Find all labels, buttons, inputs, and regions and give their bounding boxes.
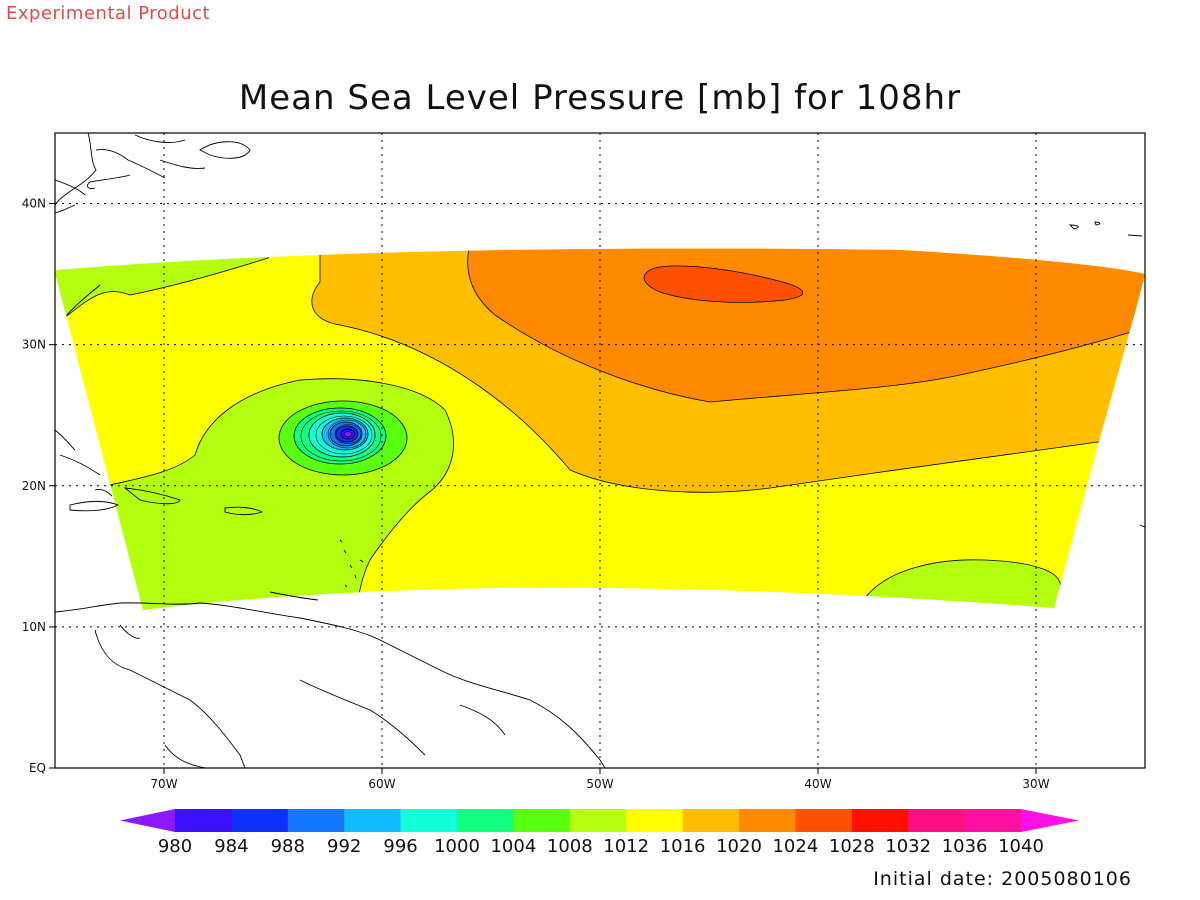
lon-tick-label: 30W [1022,777,1049,791]
colorbar-label: 1032 [885,836,931,857]
colorbar-label: 980 [158,836,192,857]
hispaniola [69,500,120,512]
colorbar-swatch-10 [739,809,796,832]
colorbar-label: 1040 [998,836,1044,857]
lat-tick-label: 10N [22,620,46,634]
experimental-product-label: Experimental Product [6,3,211,24]
colorbar-swatch-3 [344,809,402,832]
colorbar-swatch-6 [513,809,571,832]
south-america-coast [55,602,606,768]
colorbar-swatch-14 [964,809,1022,832]
colorbar-swatch-5 [457,809,514,832]
puerto-rico [224,506,264,516]
colorbar-swatch-1 [231,809,289,832]
colorbar-label: 1020 [716,836,762,857]
chart-title: Mean Sea Level Pressure [mb] for 108hr [238,78,962,118]
colorbar-swatch-13 [908,809,966,832]
colorbar-label: 984 [214,836,248,857]
colorbar-label: 988 [271,836,305,857]
longitude-axis: 70W 60W 50W 40W 30W [150,768,1050,791]
azores [1068,221,1143,237]
lon-tick-label: 60W [368,777,395,791]
lat-tick-label: 40N [22,197,46,211]
lat-lon-grid [55,133,1145,768]
colorbar-label: 1036 [942,836,988,857]
pressure-colorbar: 980 984 988 992 996 1000 1004 1008 1012 1016 1020 1… [120,809,1079,857]
colorbar-label: 1012 [603,836,649,857]
lat-tick-label: 30N [22,338,46,352]
colorbar-swatch-8 [626,809,684,832]
colorbar-arrow-high [1021,809,1079,832]
high-core-1024-1028 [643,265,804,303]
colorbar-label: 1000 [434,836,480,857]
colorbar-swatch-7 [569,809,627,832]
colorbar-label: 1028 [829,836,875,857]
coastlines [55,133,1145,768]
lesser-antilles [339,539,364,588]
us-southeast-coast [66,284,101,316]
band-1020-1024 [467,248,1145,403]
latitude-axis: EQ 10N 20N 30N 40N [22,197,55,775]
pressure-shading [55,248,1145,610]
lat-tick-label: EQ [29,761,46,775]
colorbar-swatch-2 [287,809,345,832]
colorbar-label: 1016 [660,836,706,857]
initial-date: Initial date: 2005080106 [873,868,1132,890]
lat-tick-label: 20N [22,479,46,493]
nova-scotia [199,141,251,159]
lon-tick-label: 70W [150,777,177,791]
colorbar-label: 1004 [490,836,536,857]
colorbar-swatch-4 [400,809,458,832]
coast-new-england [55,133,97,206]
lon-tick-label: 50W [586,777,613,791]
storm-eye [344,431,352,437]
colorbar-swatch-11 [795,809,853,832]
colorbar-arrow-low [120,809,175,832]
colorbar-label: 1024 [772,836,818,857]
lon-tick-label: 40W [804,777,831,791]
colorbar-swatch-0 [175,809,232,832]
colorbar-swatch-12 [851,809,909,832]
colorbar-swatch-9 [682,809,740,832]
colorbar-label: 992 [327,836,361,857]
colorbar-label: 996 [383,836,417,857]
colorbar-label: 1008 [547,836,593,857]
